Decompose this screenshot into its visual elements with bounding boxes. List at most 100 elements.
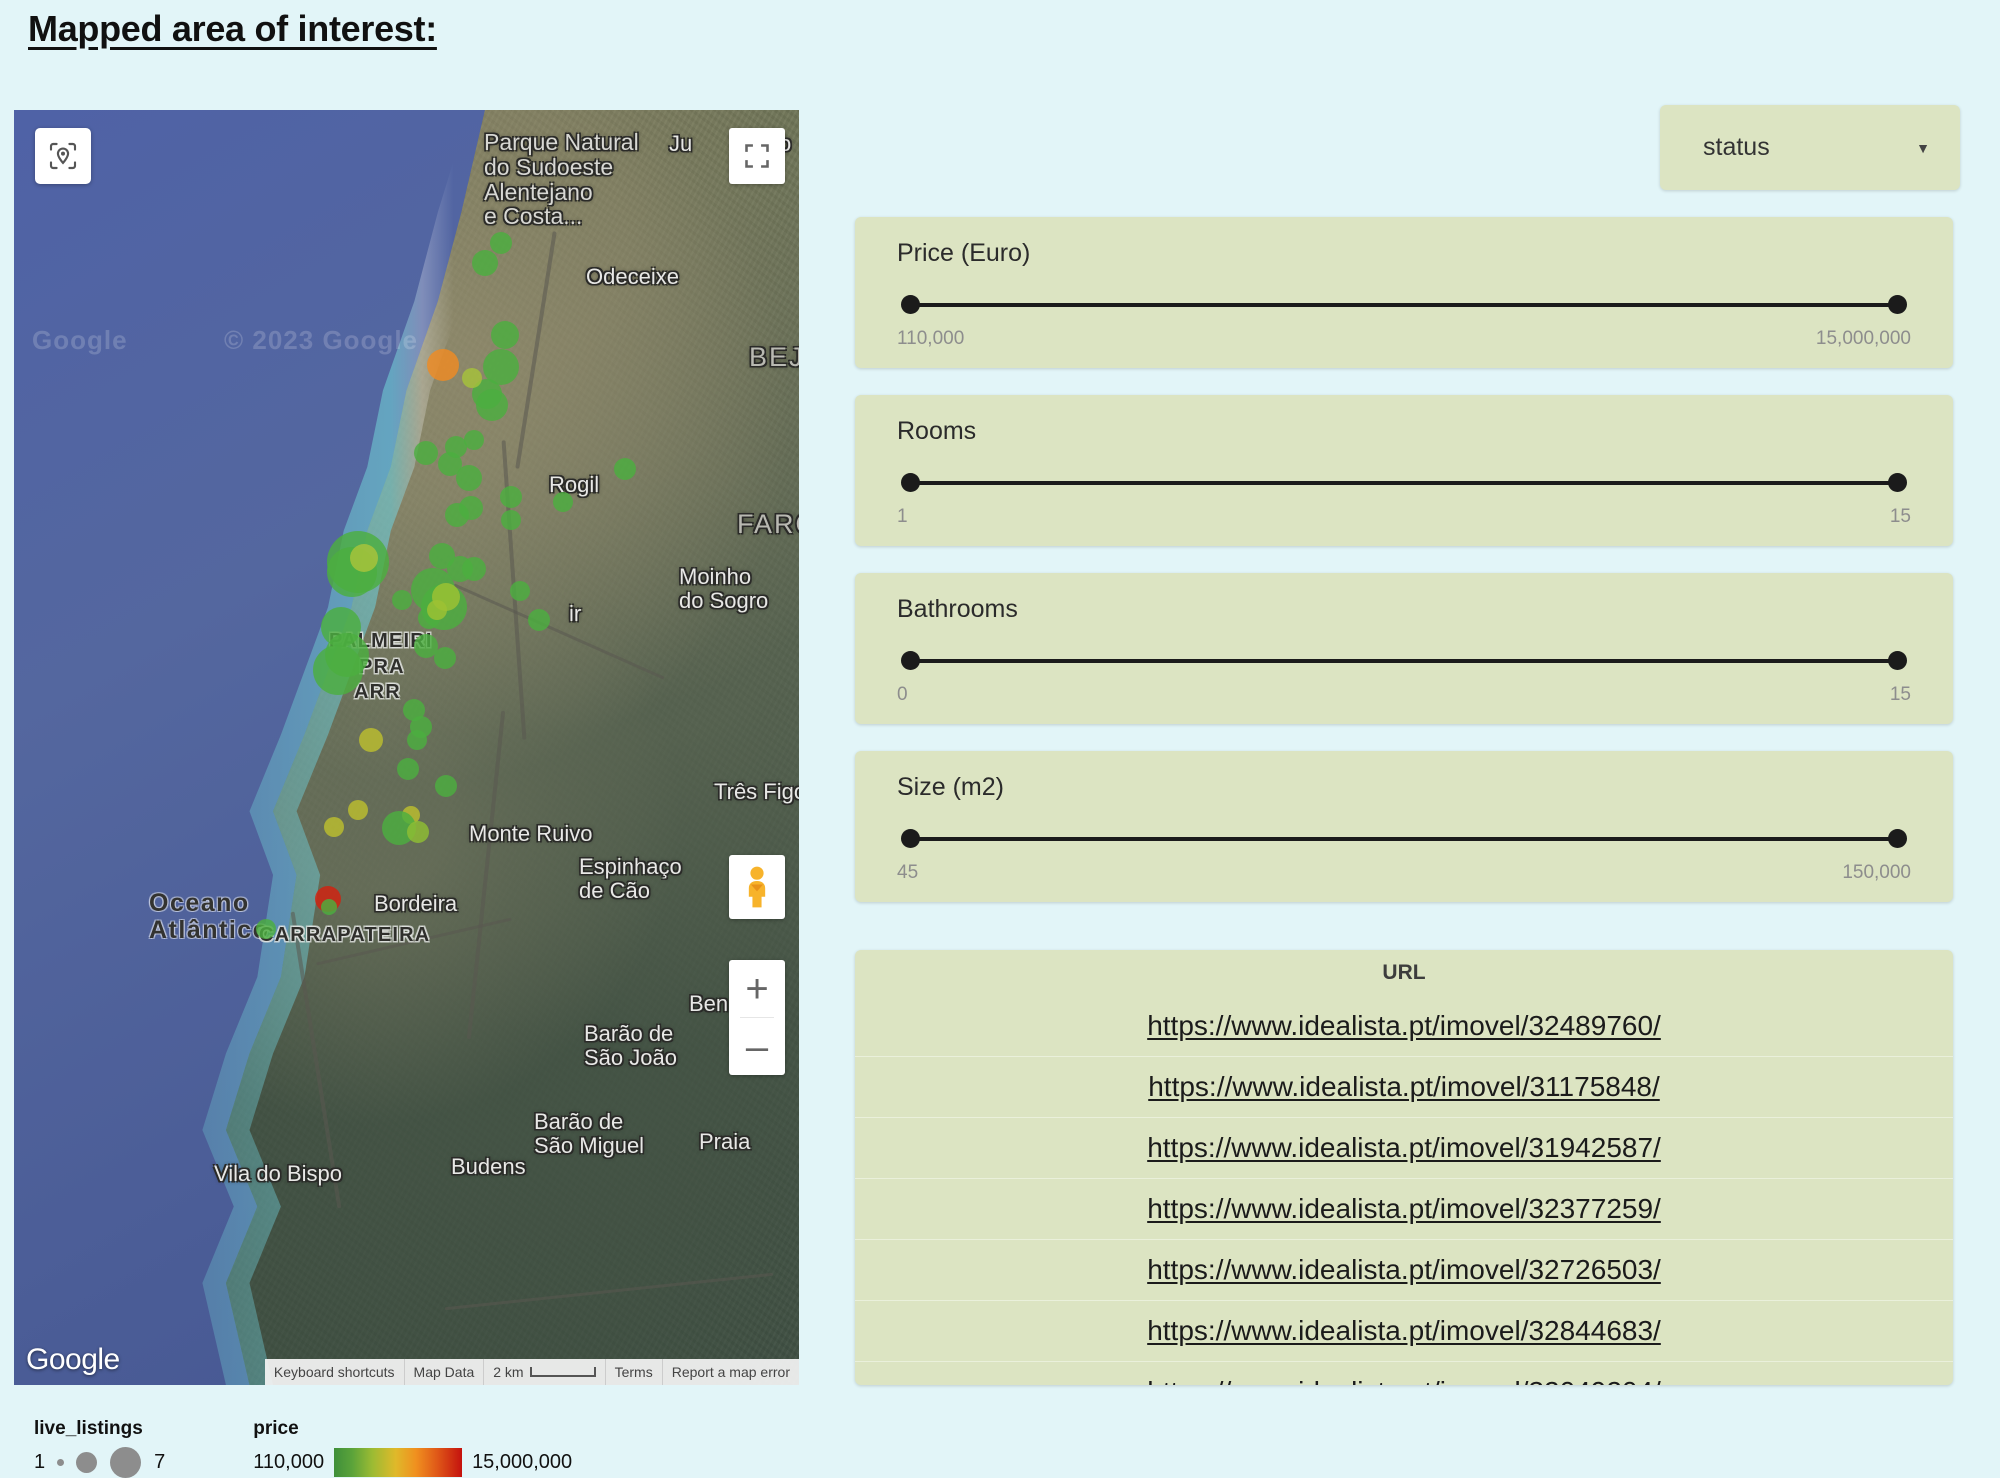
url-table-header: URL <box>1382 961 1426 984</box>
map-data-point[interactable] <box>528 609 550 631</box>
map-data-point[interactable] <box>256 919 276 939</box>
legend-dot-medium <box>76 1451 98 1473</box>
slider-max-bathrooms: 15 <box>1889 684 1911 705</box>
map-data-point[interactable] <box>350 544 378 572</box>
slider-handle-min-bathrooms[interactable] <box>901 651 920 670</box>
listing-url-link[interactable]: https://www.idealista.pt/imovel/31175848… <box>1148 1071 1660 1102</box>
listing-url-link[interactable]: https://www.idealista.pt/imovel/32489760… <box>1147 1010 1661 1041</box>
map-data-point[interactable] <box>456 465 482 491</box>
zoom-in-button[interactable]: + <box>745 966 769 1011</box>
chevron-down-icon: ▼ <box>1916 139 1930 156</box>
map-data-point[interactable] <box>445 436 467 458</box>
zoom-out-button[interactable]: – <box>745 1024 769 1069</box>
status-dropdown[interactable]: status ▼ <box>1660 105 1960 190</box>
slider-track-price[interactable] <box>901 294 1907 316</box>
map-data-point[interactable] <box>510 581 530 601</box>
slider-track-rooms[interactable] <box>901 472 1907 494</box>
listing-url-link[interactable]: https://www.idealista.pt/imovel/32049204… <box>1147 1376 1661 1385</box>
slider-handle-min-rooms[interactable] <box>901 473 920 492</box>
keyboard-shortcuts-button[interactable]: Keyboard shortcuts <box>273 1364 395 1380</box>
map-data-point[interactable] <box>397 758 419 780</box>
map-footer-bar[interactable]: Keyboard shortcuts Map Data 2 km Terms R… <box>264 1359 799 1385</box>
slider-line <box>909 659 1899 663</box>
slider-title-rooms: Rooms <box>897 417 977 445</box>
slider-handle-max-size[interactable] <box>1888 829 1907 848</box>
map-data-link[interactable]: Map Data <box>403 1359 484 1385</box>
map-data-point[interactable] <box>500 486 522 508</box>
slider-handle-min-size[interactable] <box>901 829 920 848</box>
slider-title-price: Price (Euro) <box>897 239 1031 267</box>
map-data-point[interactable] <box>414 441 438 465</box>
map-data-point[interactable] <box>324 817 344 837</box>
slider-line <box>909 303 1899 307</box>
map-data-point[interactable] <box>403 699 425 721</box>
map-data-point[interactable] <box>434 647 456 669</box>
slider-track-bathrooms[interactable] <box>901 650 1907 672</box>
map-data-point[interactable] <box>359 728 383 752</box>
map-data-point[interactable] <box>501 510 521 530</box>
slider-max-price: 15,000,000 <box>1815 328 1911 349</box>
map-panel[interactable]: Google © 2023 Google Parque Natural do S… <box>14 110 799 1385</box>
report-map-error-link[interactable]: Report a map error <box>661 1359 799 1385</box>
map-data-point[interactable] <box>462 368 482 388</box>
locate-pin-button[interactable] <box>35 128 91 184</box>
slider-track-size[interactable] <box>901 828 1907 850</box>
map-data-point[interactable] <box>445 503 469 527</box>
legend-price-max: 15,000,000 <box>472 1450 573 1473</box>
url-table-row[interactable]: https://www.idealista.pt/imovel/31175848… <box>855 1056 1953 1117</box>
url-table[interactable]: URL https://www.idealista.pt/imovel/3248… <box>855 950 1953 1385</box>
slider-max-size: 150,000 <box>1842 862 1911 883</box>
map-data-point[interactable] <box>464 430 484 450</box>
legend-price-min: 110,000 <box>253 1450 325 1473</box>
listing-url-link[interactable]: https://www.idealista.pt/imovel/32726503… <box>1147 1254 1661 1285</box>
google-ghost-watermark: © 2023 Google <box>224 325 418 355</box>
street-view-pegman-button[interactable] <box>729 855 785 919</box>
slider-card-rooms: Rooms 1 15 <box>855 395 1953 546</box>
url-table-row[interactable]: https://www.idealista.pt/imovel/31942587… <box>855 1117 1953 1178</box>
listing-url-link[interactable]: https://www.idealista.pt/imovel/32377259… <box>1147 1193 1661 1224</box>
listing-url-link[interactable]: https://www.idealista.pt/imovel/32844683… <box>1147 1315 1661 1346</box>
url-table-row[interactable]: https://www.idealista.pt/imovel/32377259… <box>855 1178 1953 1239</box>
url-table-row[interactable]: https://www.idealista.pt/imovel/32726503… <box>855 1239 1953 1300</box>
map-data-point[interactable] <box>614 458 636 480</box>
map-data-point[interactable] <box>321 899 337 915</box>
fullscreen-button[interactable] <box>729 128 785 184</box>
slider-handle-max-rooms[interactable] <box>1888 473 1907 492</box>
map-data-point[interactable] <box>472 250 498 276</box>
page-title: Mapped area of interest: <box>28 8 437 49</box>
legend-size-scale: 1 7 <box>34 1446 165 1478</box>
url-table-body[interactable]: https://www.idealista.pt/imovel/32489760… <box>855 996 1953 1385</box>
map-data-point[interactable] <box>462 557 486 581</box>
slider-card-bathrooms: Bathrooms 0 15 <box>855 573 1953 724</box>
map-scale-label: 2 km <box>493 1364 524 1380</box>
slider-handle-max-price[interactable] <box>1888 295 1907 314</box>
url-table-row[interactable]: https://www.idealista.pt/imovel/32489760… <box>855 996 1953 1056</box>
map-data-point[interactable] <box>348 800 368 820</box>
map-data-point[interactable] <box>553 492 573 512</box>
url-table-row[interactable]: https://www.idealista.pt/imovel/32844683… <box>855 1300 1953 1361</box>
map-data-point[interactable] <box>490 232 512 254</box>
map-data-point[interactable] <box>407 730 427 750</box>
map-data-point[interactable] <box>476 389 508 421</box>
map-data-point[interactable] <box>407 821 429 843</box>
slider-min-size: 45 <box>897 862 919 883</box>
slider-handle-min-price[interactable] <box>901 295 920 314</box>
slider-card-price: Price (Euro) 110,000 15,000,000 <box>855 217 1953 368</box>
locate-pin-icon <box>49 142 77 170</box>
zoom-controls[interactable]: + – <box>729 960 785 1075</box>
map-data-point[interactable] <box>392 590 412 610</box>
map-data-point[interactable] <box>313 645 363 695</box>
terms-link[interactable]: Terms <box>604 1359 662 1385</box>
street-view-pegman-icon <box>748 866 766 908</box>
map-data-point[interactable] <box>435 775 457 797</box>
map-data-point[interactable] <box>427 349 459 381</box>
map-data-point[interactable] <box>427 600 447 620</box>
slider-handle-max-bathrooms[interactable] <box>1888 651 1907 670</box>
listing-url-link[interactable]: https://www.idealista.pt/imovel/31942587… <box>1147 1132 1661 1163</box>
url-table-row[interactable]: https://www.idealista.pt/imovel/32049204… <box>855 1361 1953 1385</box>
slider-line <box>909 837 1899 841</box>
legend-dot-small <box>57 1458 65 1466</box>
slider-max-rooms: 15 <box>1889 506 1911 527</box>
map-data-point[interactable] <box>491 321 519 349</box>
slider-list: Price (Euro) 110,000 15,000,000 Rooms 1 15 Bat… <box>855 217 1960 902</box>
